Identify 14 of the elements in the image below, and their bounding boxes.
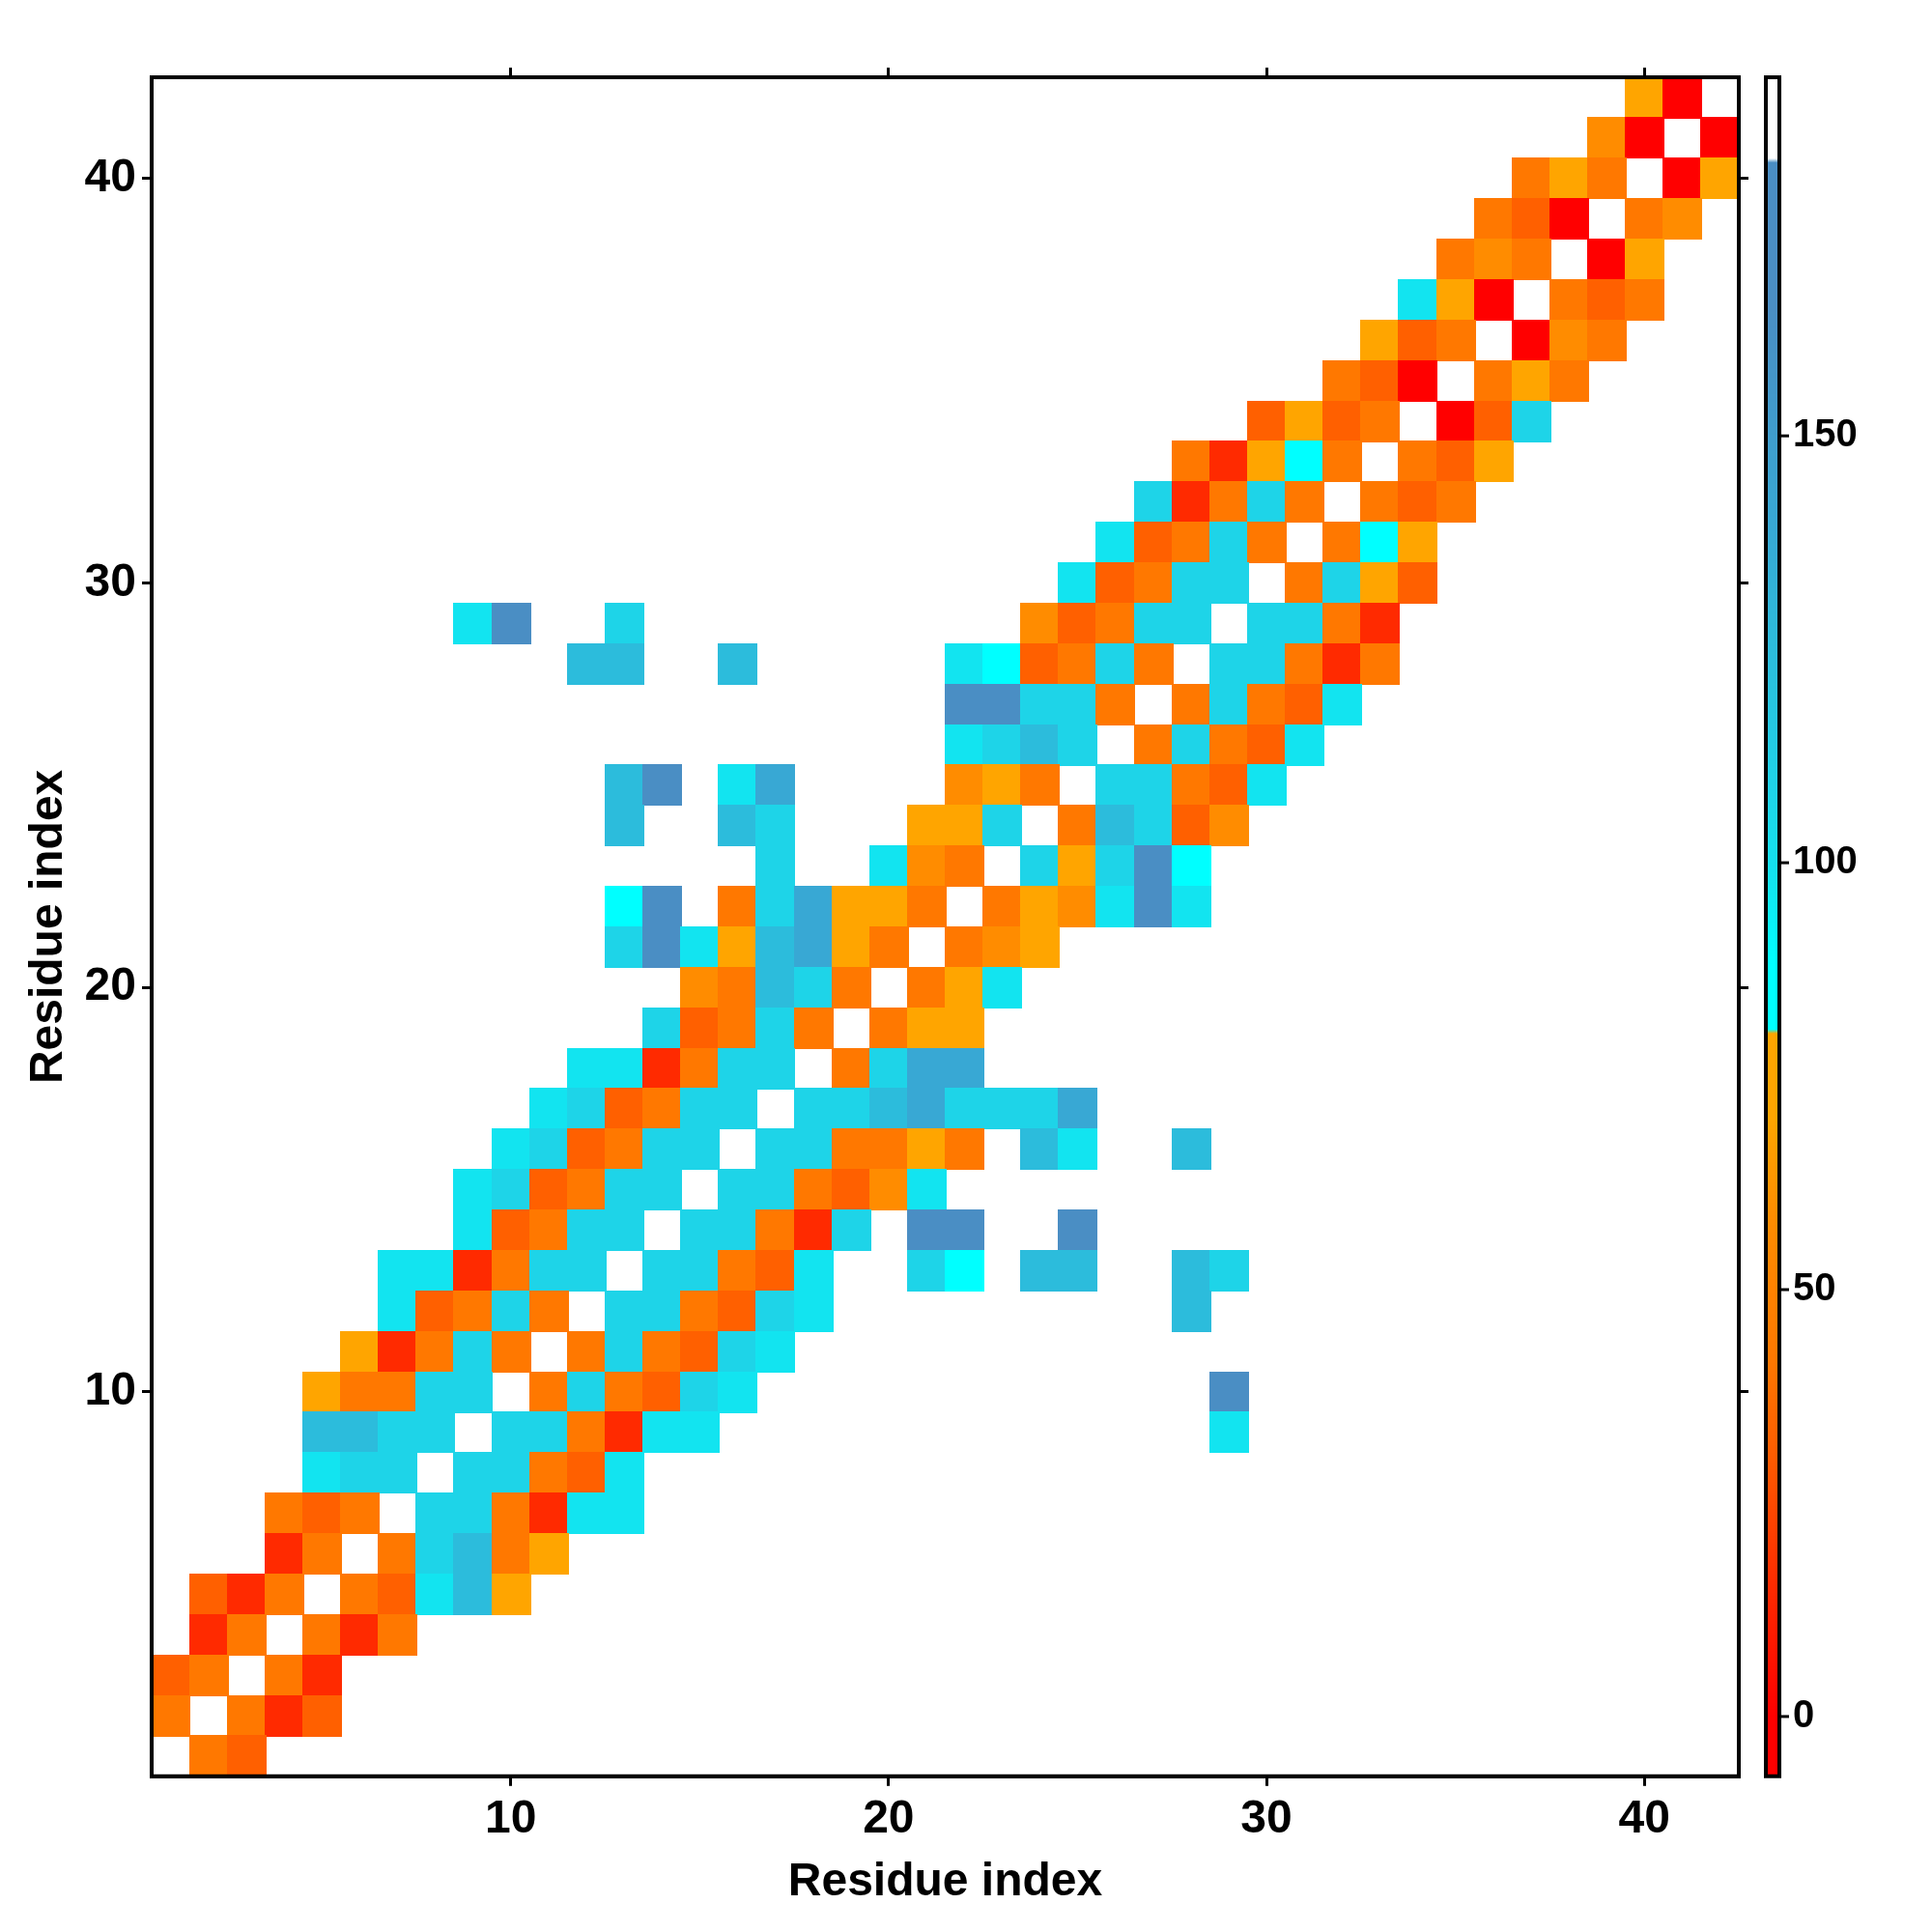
y-tick-label: 20 xyxy=(84,958,136,1010)
y-tick-label: 30 xyxy=(84,554,136,606)
x-tick-label: 10 xyxy=(484,1790,537,1842)
x-axis-title: Residue index xyxy=(787,1854,1103,1906)
color-bar-label: 150 xyxy=(1793,412,1858,455)
x-tick-label: 40 xyxy=(1618,1790,1670,1842)
color-bar-label: 50 xyxy=(1793,1265,1836,1309)
y-axis-title: Residue index xyxy=(20,769,72,1085)
x-tick-label: 20 xyxy=(863,1790,915,1842)
x-tick-label: 30 xyxy=(1240,1790,1293,1842)
color-bar-label: 0 xyxy=(1793,1691,1815,1735)
y-tick-label: 40 xyxy=(84,149,136,201)
y-tick-label: 10 xyxy=(84,1363,136,1415)
color-bar-label: 100 xyxy=(1793,838,1858,882)
